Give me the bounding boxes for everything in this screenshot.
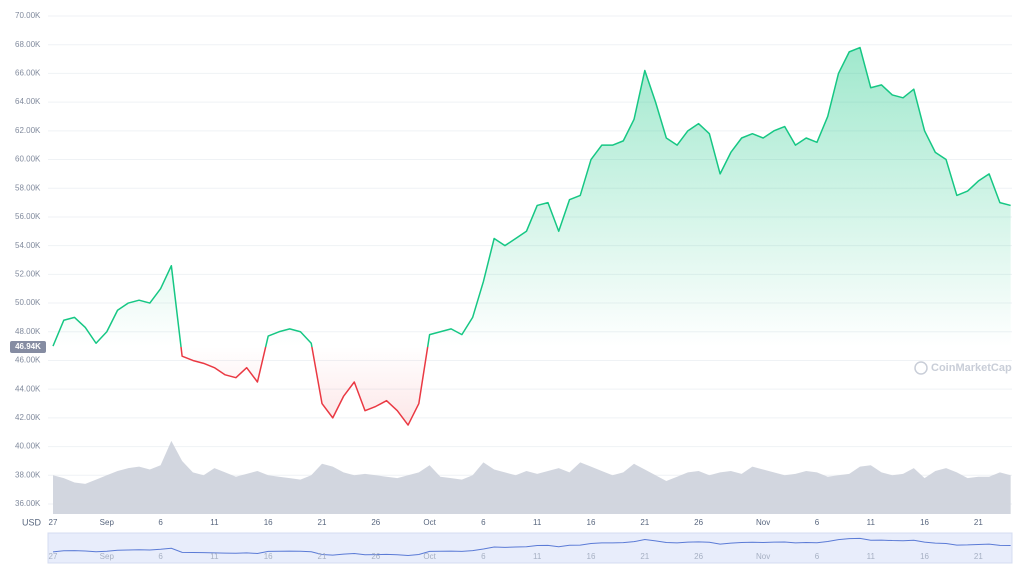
navigator-tick-label: Oct (423, 552, 436, 561)
navigator-tick-label: 21 (640, 552, 649, 561)
y-tick-label: 52.00K (15, 269, 41, 278)
navigator-tick-label: Nov (756, 552, 770, 561)
y-tick-label: 70.00K (15, 11, 41, 20)
watermark: CoinMarketCap (931, 362, 1012, 374)
watermark-logo (914, 361, 928, 375)
navigator-tick-label: 6 (815, 552, 820, 561)
y-tick-label: 68.00K (15, 40, 41, 49)
x-tick-label: 6 (481, 518, 486, 527)
x-tick-label: 21 (640, 518, 649, 527)
y-tick-label: 36.00K (15, 499, 41, 508)
x-tick-label: Oct (423, 518, 436, 527)
navigator-tick-label: 6 (158, 552, 163, 561)
navigator-tick-label: 11 (210, 552, 219, 561)
navigator-tick-label: 11 (867, 552, 876, 561)
navigator (47, 532, 1013, 564)
x-tick-label: 11 (867, 518, 876, 527)
y-tick-label: 58.00K (15, 183, 41, 192)
x-tick-label: 16 (587, 518, 596, 527)
y-tick-label: 46.00K (15, 356, 41, 365)
y-tick-label: 40.00K (15, 442, 41, 451)
x-tick-label: 27 (49, 518, 58, 527)
navigator-tick-label: 6 (481, 552, 486, 561)
x-tick-label: 16 (264, 518, 273, 527)
navigator-line (52, 537, 1011, 556)
navigator-tick-label: Sep (100, 552, 115, 561)
x-tick-label: 6 (815, 518, 820, 527)
x-tick-label: Sep (100, 518, 115, 527)
navigator-tick-label: 16 (920, 552, 929, 561)
price-line (52, 46, 1011, 426)
x-tick-label: 16 (920, 518, 929, 527)
x-tick-label: 11 (210, 518, 219, 527)
y-tick-label: 64.00K (15, 97, 41, 106)
y-tick-label: 48.00K (15, 327, 41, 336)
x-tick-label: 6 (158, 518, 163, 527)
x-tick-label: 26 (371, 518, 380, 527)
navigator-tick-label: 16 (587, 552, 596, 561)
baseline-tag (10, 340, 46, 353)
navigator-tick-label: 26 (371, 552, 380, 561)
y-tick-label: 44.00K (15, 384, 41, 393)
volume-area (53, 440, 1011, 514)
navigator-tick-label: 21 (318, 552, 327, 561)
navigator-tick-label: 21 (974, 552, 983, 561)
y-tick-label: 66.00K (15, 69, 41, 78)
y-tick-label: 60.00K (15, 155, 41, 164)
y-tick-label: 54.00K (15, 241, 41, 250)
navigator-tick-label: 16 (264, 552, 273, 561)
y-tick-label: 42.00K (15, 413, 41, 422)
navigator-tick-label: 26 (694, 552, 703, 561)
x-tick-label: 11 (533, 518, 542, 527)
y-tick-label: 62.00K (15, 126, 41, 135)
navigator-tick-label: 11 (533, 552, 542, 561)
x-tick-label: 26 (694, 518, 703, 527)
axis-label: USD (22, 517, 42, 527)
navigator-tick-label: 27 (49, 552, 58, 561)
price-area (53, 47, 1011, 426)
baseline-label: 46.94K (15, 342, 41, 351)
y-tick-label: 56.00K (15, 212, 41, 221)
y-tick-label: 38.00K (15, 470, 41, 479)
y-tick-label: 50.00K (15, 298, 41, 307)
x-tick-label: 21 (974, 518, 983, 527)
x-tick-label: 21 (318, 518, 327, 527)
x-tick-label: Nov (756, 518, 770, 527)
